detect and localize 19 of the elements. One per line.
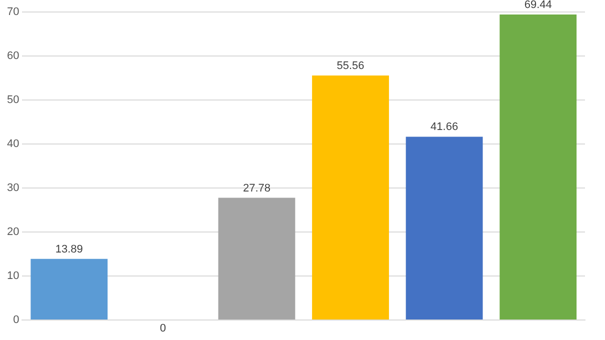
bar <box>218 198 296 320</box>
y-tick-label: 0 <box>13 314 20 326</box>
y-tick-label: 20 <box>6 226 20 238</box>
y-tick-label: 40 <box>6 138 20 150</box>
data-label: 0 <box>160 322 166 335</box>
bar <box>30 258 108 320</box>
data-label: 13.89 <box>55 243 83 256</box>
data-label: 27.78 <box>242 182 270 194</box>
y-tick-label: 50 <box>6 94 20 106</box>
bar <box>312 76 389 320</box>
bar <box>406 136 483 320</box>
y-tick-label: 60 <box>6 50 20 62</box>
data-label: 55.56 <box>336 60 364 72</box>
data-label: 41.66 <box>430 121 458 134</box>
y-tick-label: 70 <box>6 6 20 18</box>
y-tick-label: 30 <box>6 182 20 194</box>
y-tick-label: 10 <box>6 270 20 282</box>
data-label: 69.44 <box>524 0 552 11</box>
bar <box>500 14 577 320</box>
